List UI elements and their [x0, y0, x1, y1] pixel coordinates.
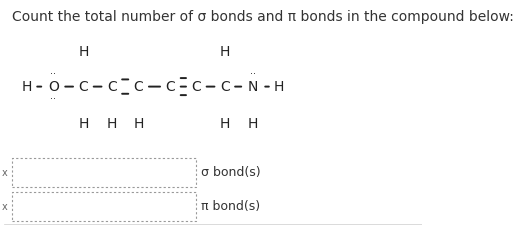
Text: ··: ··	[250, 69, 256, 79]
Text: x: x	[2, 202, 7, 212]
Text: C: C	[220, 80, 230, 94]
Text: ··: ··	[50, 69, 56, 79]
Text: H: H	[22, 80, 32, 94]
Text: C: C	[166, 80, 175, 94]
Text: C: C	[134, 80, 144, 94]
Text: H: H	[78, 45, 88, 59]
Text: ··: ··	[50, 94, 56, 104]
Text: C: C	[107, 80, 117, 94]
Text: H: H	[219, 45, 230, 59]
Text: N: N	[248, 80, 258, 94]
Text: H: H	[107, 117, 117, 131]
Text: Count the total number of σ bonds and π bonds in the compound below:: Count the total number of σ bonds and π …	[12, 10, 514, 24]
Text: H: H	[219, 117, 230, 131]
Text: σ bond(s): σ bond(s)	[200, 166, 260, 179]
Text: H: H	[78, 117, 88, 131]
Text: O: O	[48, 80, 59, 94]
FancyBboxPatch shape	[12, 192, 196, 221]
FancyBboxPatch shape	[12, 158, 196, 188]
Text: H: H	[134, 117, 144, 131]
Text: H: H	[274, 80, 285, 94]
Text: x: x	[2, 168, 7, 178]
Text: π bond(s): π bond(s)	[200, 200, 260, 213]
Text: C: C	[78, 80, 88, 94]
Text: C: C	[191, 80, 201, 94]
Text: H: H	[248, 117, 258, 131]
